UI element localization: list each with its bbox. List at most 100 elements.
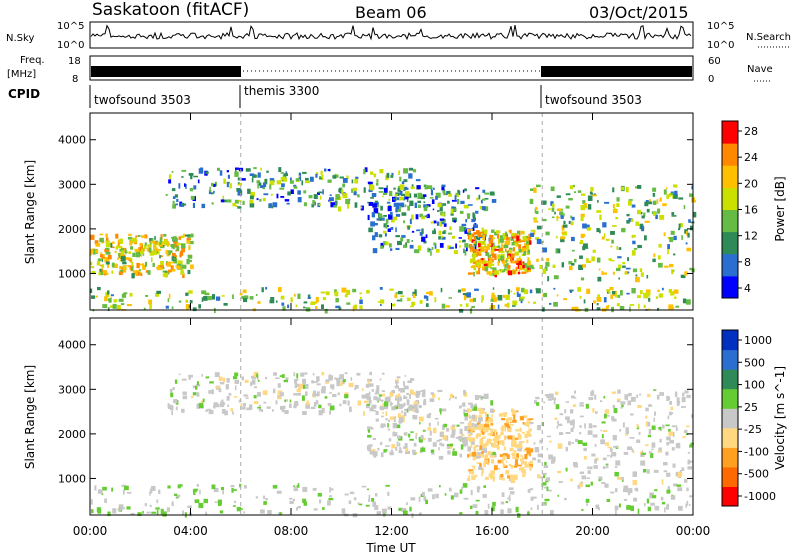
velocity-cell	[384, 397, 387, 403]
power-cell	[497, 260, 500, 266]
power-cell	[256, 180, 261, 184]
velocity-cell	[348, 500, 352, 504]
velocity-cell	[406, 400, 410, 406]
velocity-cell	[305, 391, 308, 396]
power-cell	[421, 228, 424, 234]
power-cell	[226, 199, 232, 203]
power-cell	[208, 190, 212, 195]
power-cell	[533, 230, 536, 235]
velocity-cell	[126, 506, 131, 510]
velocity-cell	[467, 426, 473, 431]
power-cell	[105, 261, 110, 265]
velocity-cell	[380, 424, 384, 429]
velocity-cell	[687, 466, 692, 470]
power-cell	[459, 245, 461, 248]
velocity-cell	[546, 448, 549, 451]
power-ytick-label: 1000	[58, 267, 86, 280]
power-cell	[470, 247, 474, 252]
power-cell	[457, 189, 460, 194]
velocity-cell	[234, 379, 240, 384]
velocity-cell	[527, 433, 532, 437]
velocity-cell	[412, 415, 418, 420]
velocity-cell	[503, 435, 507, 441]
power-cell	[673, 184, 677, 188]
power-cell	[321, 304, 324, 309]
velocity-cell	[587, 430, 593, 435]
power-cell	[686, 231, 688, 236]
velocity-cell	[513, 436, 515, 439]
velocity-cell	[477, 422, 480, 426]
power-cell	[671, 212, 675, 215]
power-cell	[541, 307, 545, 312]
power-cell	[159, 241, 162, 245]
power-cell	[270, 297, 275, 300]
velocity-cell	[636, 439, 641, 443]
power-cell	[524, 289, 529, 295]
power-cell	[310, 301, 316, 305]
power-cell	[338, 188, 343, 193]
velocity-cell	[284, 399, 286, 403]
velocity-cell	[387, 428, 390, 431]
velocity-cell	[118, 504, 124, 507]
power-cell	[446, 191, 448, 195]
velocity-cell	[211, 389, 214, 395]
velocity-cell	[668, 431, 674, 436]
power-cell	[92, 251, 95, 254]
power-region-3	[165, 167, 421, 212]
velocity-cell	[511, 453, 516, 456]
power-cell	[550, 201, 554, 206]
velocity-cell	[546, 435, 551, 438]
power-cell	[635, 274, 638, 277]
power-cell	[283, 173, 288, 176]
velocity-cell	[581, 509, 584, 511]
power-cell	[189, 188, 194, 192]
velocity-cell	[203, 498, 208, 504]
power-cell	[249, 296, 254, 300]
power-cell	[398, 170, 400, 175]
power-cell	[116, 305, 121, 310]
power-cell	[570, 215, 572, 219]
power-cell	[501, 243, 503, 249]
power-cell	[561, 208, 563, 211]
velocity-cell	[218, 376, 223, 381]
power-cell	[475, 252, 480, 254]
cpid-label: CPID	[8, 87, 40, 101]
power-cell	[308, 195, 313, 199]
velocity-cell	[651, 495, 657, 499]
velocity-cell	[618, 503, 621, 508]
power-cell	[470, 249, 473, 253]
power-cell	[426, 295, 429, 301]
power-cell	[226, 183, 229, 188]
velocity-cell	[572, 425, 575, 429]
velocity-cell	[490, 423, 494, 425]
power-cell	[120, 246, 123, 250]
velocity-cell	[272, 485, 278, 489]
velocity-cell	[597, 507, 600, 511]
power-cell	[494, 246, 498, 249]
power-cell	[489, 191, 495, 196]
power-cell	[596, 303, 599, 306]
power-cell	[657, 307, 660, 311]
power-cell	[176, 263, 182, 267]
power-colorbar-band	[722, 143, 738, 166]
velocity-cell	[328, 375, 333, 381]
power-cell	[434, 297, 437, 303]
power-cell	[131, 266, 134, 271]
velocity-cell	[438, 447, 440, 451]
power-cell	[373, 208, 379, 214]
power-cell	[618, 277, 620, 280]
power-cell	[245, 168, 251, 172]
velocity-cell	[217, 499, 222, 505]
velocity-cell	[201, 374, 203, 377]
power-cell	[404, 187, 409, 190]
power-cell	[156, 290, 161, 294]
velocity-cell	[546, 477, 550, 482]
velocity-cell	[319, 499, 322, 504]
power-cell	[352, 306, 355, 312]
velocity-cell	[479, 438, 484, 442]
power-cell	[652, 187, 657, 192]
velocity-cell	[565, 467, 568, 472]
power-cell	[577, 287, 581, 292]
power-cell	[347, 203, 350, 209]
power-cell	[364, 167, 368, 173]
